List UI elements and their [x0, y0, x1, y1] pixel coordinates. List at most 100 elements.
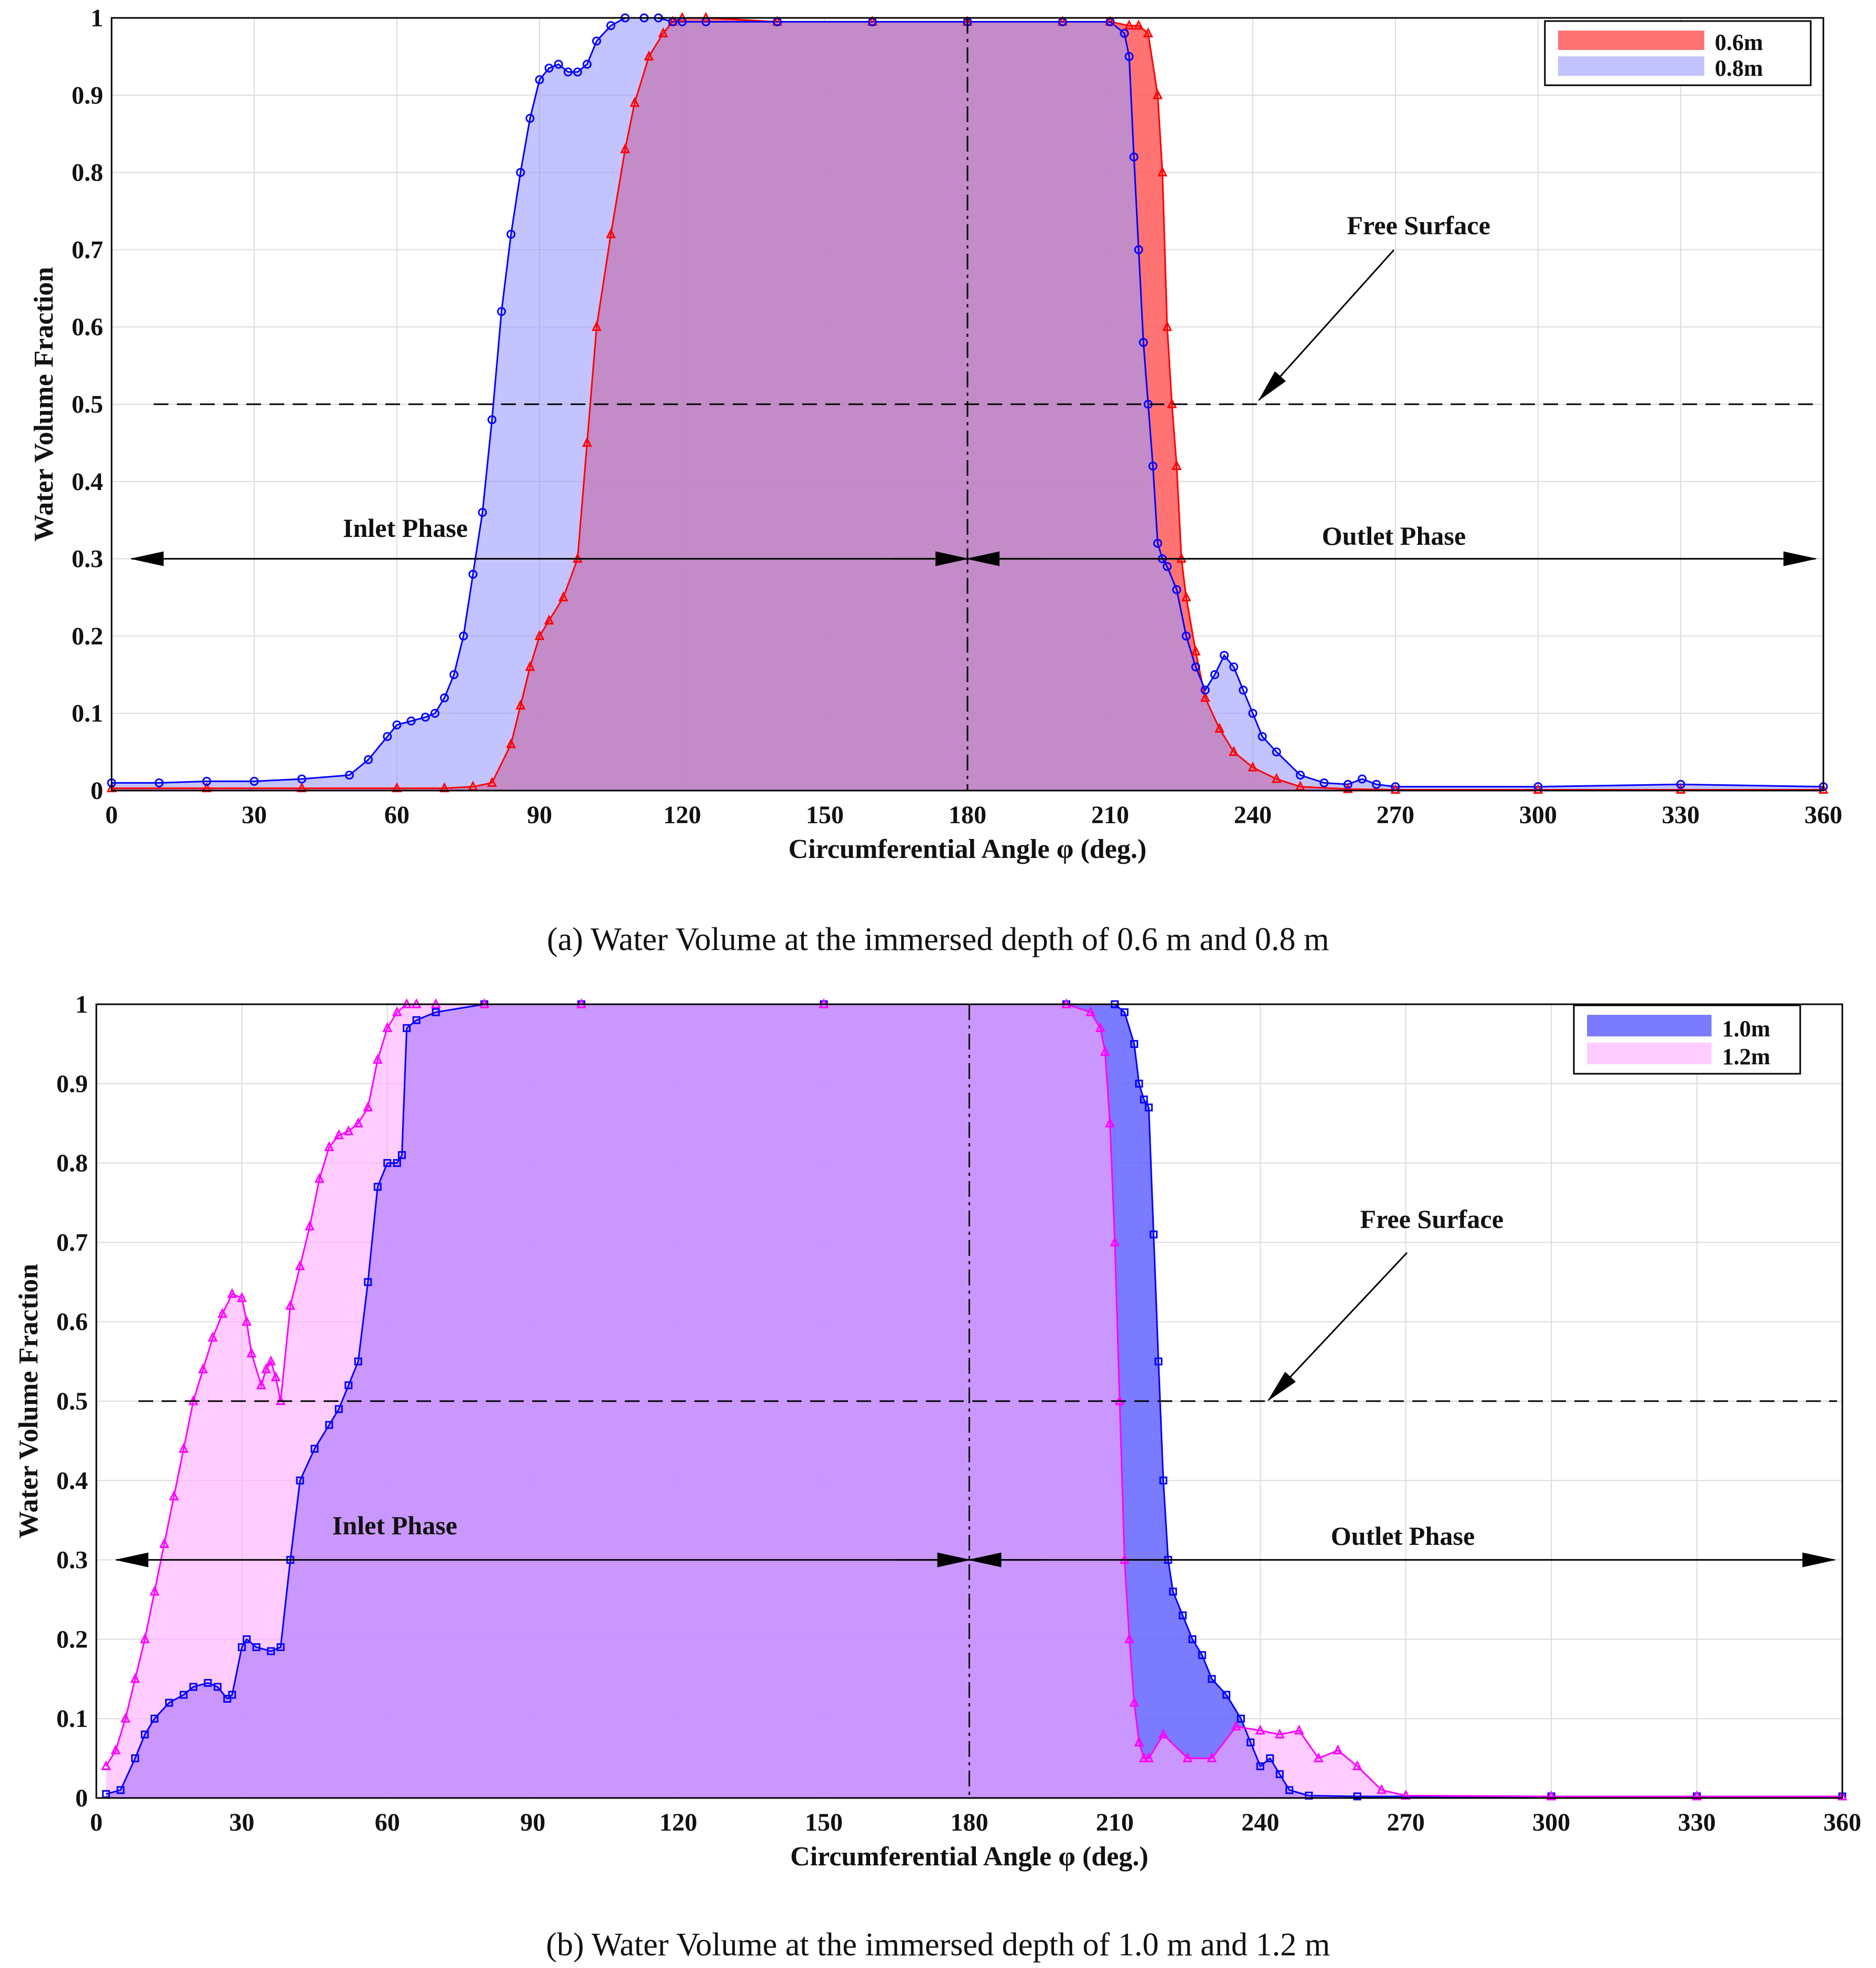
x-tick-label-300: 300: [1519, 801, 1557, 829]
point-1.2m-208: [1100, 1046, 1110, 1056]
point-0.8m-50: [345, 771, 354, 780]
y-tick-label-0.9: 0.9: [56, 1070, 88, 1098]
inlet-phase-label-b: Inlet Phase: [332, 1511, 457, 1540]
x-tick-label-0: 0: [105, 801, 118, 829]
point-1.2m-37: [271, 1371, 281, 1382]
point-0.8m-94: [554, 59, 563, 69]
point-1.2m-215: [1134, 1736, 1144, 1746]
point-1.2m-14: [159, 1538, 169, 1548]
point-1.2m-46: [314, 1173, 325, 1183]
point-1.0m-220: [1159, 1476, 1167, 1485]
y-tick-label-0.5: 0.5: [56, 1387, 88, 1415]
point-1.0m-222: [1169, 1587, 1177, 1596]
point-0.6m-86: [515, 700, 526, 710]
point-1.2m-50: [334, 1129, 344, 1140]
x-tick-label-120: 120: [660, 1809, 697, 1836]
point-1.2m-256: [1333, 1744, 1343, 1755]
point-1.0m-45: [311, 1444, 319, 1453]
x-tick-label-330: 330: [1662, 801, 1700, 829]
x-tick-label-240: 240: [1241, 1809, 1279, 1836]
free-surface-pointer-arrow: [1267, 1252, 1408, 1402]
point-0.6m-220: [1152, 89, 1163, 99]
caption-a: (a) Water Volume at the immersed depth o…: [547, 922, 1329, 957]
point-0.6m-105: [606, 228, 616, 238]
point-0.6m-113: [644, 51, 654, 61]
y-tick-label-0.2: 0.2: [72, 622, 103, 650]
point-1.0m-219: [1154, 1357, 1163, 1366]
point-1.2m-207: [1095, 1022, 1105, 1032]
point-0.8m-98: [573, 67, 582, 77]
point-1.0m-218: [1150, 1230, 1158, 1238]
point-0.6m-40: [296, 782, 307, 793]
point-1.2m-210: [1110, 1236, 1120, 1246]
point-0.6m-236: [1229, 746, 1239, 756]
point-1.2m-213: [1124, 1633, 1134, 1643]
point-1.2m-60: [382, 1022, 393, 1032]
y-tick-label-0: 0: [75, 1784, 88, 1812]
point-1.2m-265: [1376, 1784, 1387, 1794]
legend-swatch-1.0m: [1587, 1015, 1712, 1036]
x-axis-title-a: Circumferential Angle φ (deg.): [789, 834, 1146, 864]
point-0.6m-230: [1200, 692, 1211, 702]
point-0.8m-240: [1248, 708, 1258, 718]
point-1.2m-214: [1129, 1696, 1140, 1707]
point-0.8m-88: [525, 114, 535, 123]
y-tick-label-0.6: 0.6: [56, 1308, 88, 1336]
y-tick-label-0.7: 0.7: [56, 1228, 88, 1256]
caption-b: (b) Water Volume at the immersed depth o…: [546, 1927, 1330, 1963]
legend-b: 1.0m 1.2m: [1573, 1004, 1801, 1075]
point-0.8m-220: [1153, 538, 1162, 548]
x-tick-label-90: 90: [520, 1809, 545, 1836]
markers-b: [101, 998, 1848, 1801]
point-1.0m-23: [204, 1679, 212, 1687]
point-0.8m-260: [1343, 780, 1353, 789]
point-0.8m-242: [1258, 732, 1267, 741]
legend-label-1.2m: 1.2m: [1722, 1044, 1771, 1070]
point-1.2m-16: [168, 1490, 179, 1501]
point-1.2m-35: [261, 1363, 271, 1374]
point-1.0m-260: [1353, 1792, 1362, 1801]
y-tick-label-1: 1: [75, 991, 88, 1018]
point-1.0m-62: [393, 1159, 401, 1167]
x-tick-label-180: 180: [951, 1809, 989, 1836]
y-tick-label-0.5: 0.5: [72, 391, 103, 418]
legend-a: 0.6m 0.8m: [1544, 20, 1812, 86]
point-0.8m-54: [364, 755, 373, 764]
point-1.2m-24: [207, 1332, 218, 1342]
point-1.2m-62: [392, 1006, 402, 1016]
x-tick-label-240: 240: [1234, 801, 1272, 829]
y-axis-title-b: Water Volume Fraction: [14, 1264, 44, 1539]
point-0.8m-80: [487, 415, 497, 424]
point-0.8m-238: [1239, 685, 1248, 695]
point-1.0m-63: [397, 1151, 406, 1160]
point-1.0m-244: [1275, 1770, 1284, 1779]
x-tick-label-60: 60: [375, 1809, 400, 1836]
point-1.0m-31: [243, 1635, 251, 1643]
point-1.2m-209: [1105, 1117, 1115, 1127]
x-tick-label-30: 30: [242, 801, 267, 829]
point-1.2m-235: [1231, 1720, 1241, 1731]
point-1.0m-58: [373, 1183, 382, 1191]
point-0.6m-84: [506, 738, 516, 748]
point-1.2m-217: [1143, 1752, 1154, 1763]
point-0.6m-245: [1271, 773, 1282, 783]
point-0.8m-74: [458, 631, 468, 641]
point-0.6m-260: [1343, 783, 1353, 793]
point-0.6m-233: [1214, 723, 1225, 733]
point-1.0m-215: [1135, 1080, 1143, 1088]
reference-lines-b: [114, 1004, 1837, 1798]
point-1.2m-22: [198, 1363, 208, 1374]
point-0.6m-226: [1181, 591, 1191, 602]
x-tick-label-210: 210: [1096, 1809, 1134, 1836]
point-0.6m-228: [1191, 645, 1201, 656]
point-0.8m-232: [1210, 670, 1220, 680]
legend-label-0.6m: 0.6m: [1715, 29, 1763, 55]
point-1.0m-240: [1256, 1762, 1264, 1771]
point-0.6m-102: [591, 321, 602, 331]
point-1.0m-33: [252, 1643, 261, 1651]
point-0.6m-218: [1143, 27, 1153, 37]
x-tick-label-270: 270: [1376, 801, 1414, 829]
point-1.2m-360: [1837, 1790, 1848, 1801]
point-0.8m-215: [1129, 152, 1139, 162]
point-1.2m-8: [130, 1673, 141, 1683]
